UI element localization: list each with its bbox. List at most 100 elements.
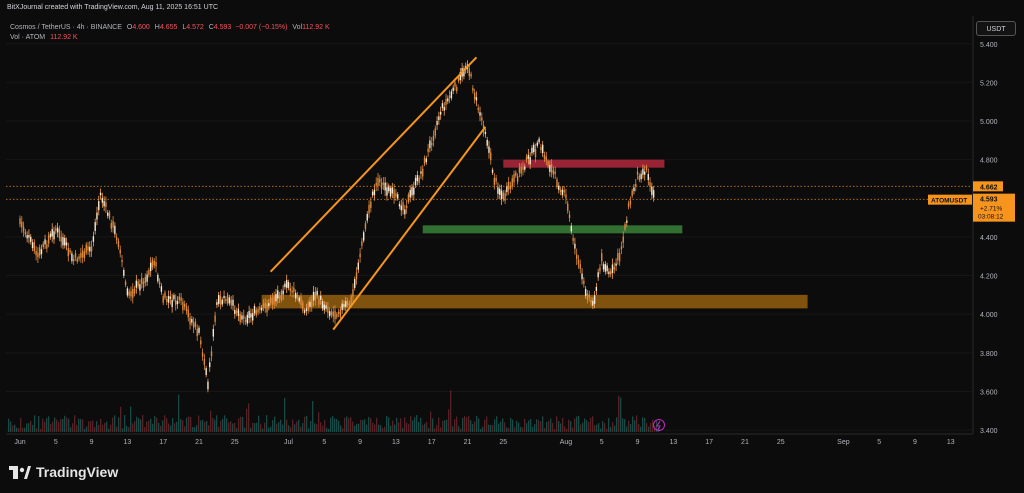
x-tick-label: 25 (231, 439, 239, 446)
candle-body (497, 187, 499, 194)
volume-bar (162, 420, 164, 432)
volume-bar (640, 426, 642, 432)
x-tick-label: 25 (777, 439, 785, 446)
candle-body (130, 290, 132, 297)
volume-bar (132, 423, 134, 432)
volume-bar (606, 428, 608, 432)
volume-bar (28, 423, 30, 432)
candle-body (581, 273, 583, 280)
volume-bar (238, 418, 240, 432)
tradingview-watermark[interactable]: TradingView (9, 464, 118, 480)
candle-body (38, 247, 41, 256)
candle-body (391, 187, 394, 194)
volume-bar (652, 419, 654, 432)
volume-bar (418, 421, 420, 432)
volume-bar (108, 428, 110, 432)
candle-body (384, 182, 386, 191)
candle-body (472, 87, 474, 91)
volume-bar (324, 420, 326, 432)
legend-volume-label[interactable]: Vol · ATOM (10, 34, 46, 41)
candle-body (382, 182, 385, 185)
candle-body (525, 156, 528, 160)
candle-body (567, 203, 569, 211)
candle-body (160, 286, 163, 292)
candle-body (78, 256, 80, 259)
volume-bar (344, 417, 346, 432)
legend-symbol[interactable]: Cosmos / TetherUS · 4h · BINANCE (10, 24, 122, 31)
volume-bar (388, 417, 390, 432)
volume-bar (556, 416, 558, 432)
volume-bar (100, 418, 102, 432)
candle-body (200, 340, 202, 345)
candle-body (302, 302, 304, 311)
candle-body (35, 250, 37, 256)
candle-body (201, 352, 204, 357)
candle-body (617, 253, 619, 261)
candle-body (262, 303, 265, 307)
candle-body (647, 173, 649, 181)
candle-body (212, 329, 215, 337)
candle-body (336, 314, 338, 318)
candle-body (457, 77, 460, 82)
volume-bar (454, 419, 456, 432)
volume-bar (214, 419, 216, 432)
volume-bar (262, 428, 264, 432)
candle-body (629, 200, 632, 205)
volume-bar (52, 421, 54, 432)
volume-bar (494, 419, 496, 432)
volume-bar (104, 422, 106, 432)
y-tick-label: 3.400 (980, 428, 998, 435)
volume-bar (426, 421, 428, 432)
candle-body (615, 263, 617, 266)
volume-bar (170, 425, 172, 432)
candle-body (217, 294, 220, 304)
volume-bar (178, 394, 180, 432)
y-tick-label: 5.200 (980, 80, 998, 87)
candle-body (441, 103, 444, 108)
candle-body (260, 307, 263, 311)
volume-bar (510, 417, 512, 432)
volume-bar (20, 417, 22, 432)
candle-body (447, 98, 449, 102)
candle-body (53, 231, 55, 240)
volume-bar (126, 425, 128, 432)
candle-body (192, 322, 195, 328)
volume-bar (566, 428, 568, 432)
candle-body (527, 154, 530, 159)
candle-body (162, 296, 164, 303)
volume-bar (334, 418, 336, 432)
candle-body (65, 242, 68, 246)
volume-bar (82, 419, 84, 432)
candle-body (164, 292, 166, 298)
candle-body (420, 171, 422, 174)
volume-bar (352, 421, 354, 432)
volume-bar (96, 421, 98, 432)
volume-bar (146, 421, 148, 432)
volume-bar (142, 415, 144, 432)
candle-body (114, 225, 116, 235)
candle-body (58, 229, 61, 238)
volume-bar (638, 424, 640, 432)
candle-body (461, 68, 463, 77)
legend-low-value: 4.572 (186, 24, 204, 31)
volume-bar (358, 423, 360, 432)
candle-body (330, 311, 333, 316)
x-tick-label: Jul (284, 439, 293, 446)
candle-body (221, 299, 223, 305)
volume-bar (36, 428, 38, 432)
volume-bar (378, 424, 380, 432)
candle-body (71, 253, 73, 262)
x-tick-label: 21 (464, 439, 472, 446)
y-tick-label: 4.200 (980, 274, 998, 281)
candle-body (323, 304, 325, 311)
candle-body (235, 310, 238, 314)
currency-button[interactable]: USDT (976, 21, 1016, 36)
candle-body (228, 297, 231, 304)
volume-bar (416, 415, 418, 432)
candle-body (651, 186, 653, 195)
x-tick-label: 5 (54, 439, 58, 446)
candle-body (92, 236, 95, 242)
volume-bar (626, 426, 628, 432)
volume-bar (116, 426, 118, 432)
